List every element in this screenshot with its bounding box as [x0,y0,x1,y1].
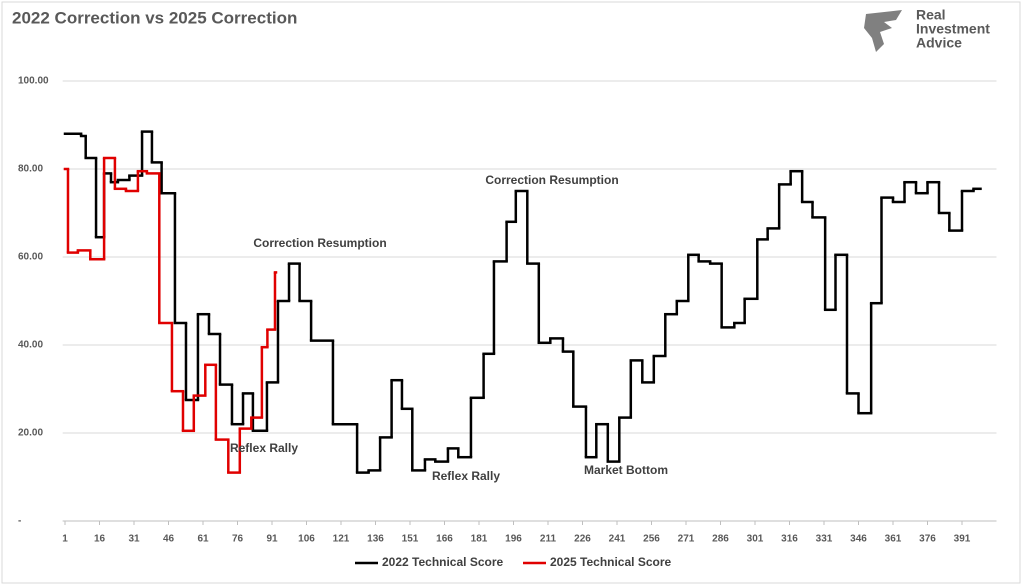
x-tick-label: 301 [747,534,764,545]
x-tick-label: 1 [62,534,68,545]
x-tick-label: 181 [471,534,488,545]
x-tick-label: 331 [816,534,833,545]
x-tick-label: 121 [333,534,350,545]
logo-text: Real [916,7,946,23]
logo-text: Advice [916,35,962,51]
x-tick-label: 46 [163,534,175,545]
x-tick-label: 241 [609,534,626,545]
annotation: Correction Resumption [485,173,618,187]
x-tick-label: 211 [540,534,557,545]
annotation: Correction Resumption [253,236,386,250]
annotation: Reflex Rally [230,441,298,455]
y-tick-label: - [18,516,21,527]
y-tick-label: 20.00 [18,428,43,439]
annotation: Market Bottom [584,463,668,477]
x-tick-label: 76 [232,534,244,545]
y-tick-label: 60.00 [18,252,43,263]
chart-title: 2022 Correction vs 2025 Correction [12,8,297,27]
x-tick-label: 376 [919,534,936,545]
x-tick-label: 391 [954,534,971,545]
x-tick-label: 346 [850,534,867,545]
y-tick-label: 100.00 [18,76,49,87]
logo-text: Investment [916,21,990,37]
y-tick-label: 40.00 [18,340,43,351]
logo: Real Investment Advice [864,7,990,52]
x-tick-label: 61 [197,534,209,545]
x-tick-label: 136 [367,534,384,545]
x-tick-label: 286 [712,534,729,545]
x-tick-label: 361 [885,534,902,545]
x-tick-label: 316 [781,534,798,545]
x-tick-label: 196 [505,534,522,545]
legend-label: 2025 Technical Score [550,555,672,569]
logo-icon [864,10,902,52]
x-tick-label: 226 [574,534,591,545]
x-tick-label: 91 [266,534,278,545]
x-tick-label: 256 [643,534,660,545]
x-tick-label: 151 [402,534,419,545]
annotation: Reflex Rally [432,469,500,483]
x-tick-label: 16 [94,534,106,545]
x-tick-label: 31 [128,534,140,545]
x-tick-label: 166 [436,534,453,545]
x-tick-label: 106 [298,534,315,545]
legend-label: 2022 Technical Score [382,555,504,569]
y-tick-label: 80.00 [18,164,43,175]
x-tick-label: 271 [678,534,695,545]
